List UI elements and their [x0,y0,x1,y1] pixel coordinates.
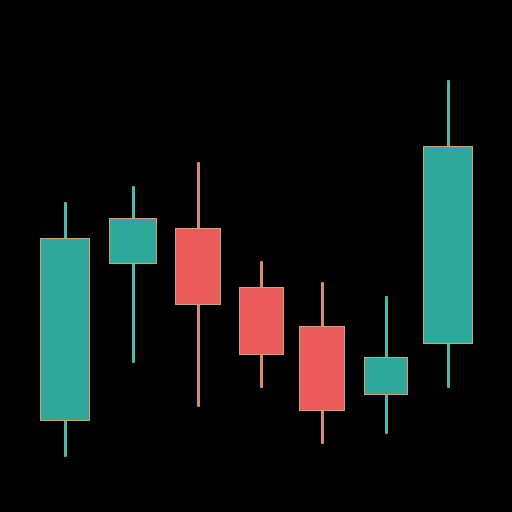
candle-body [40,238,90,421]
candle-body [299,326,345,411]
candle-body [364,357,408,395]
candle-wick [132,186,135,363]
candle-body [239,287,284,355]
candle-body [175,228,221,305]
candle-body [109,218,157,264]
candlestick-chart [0,0,512,512]
candle-body [423,146,473,344]
